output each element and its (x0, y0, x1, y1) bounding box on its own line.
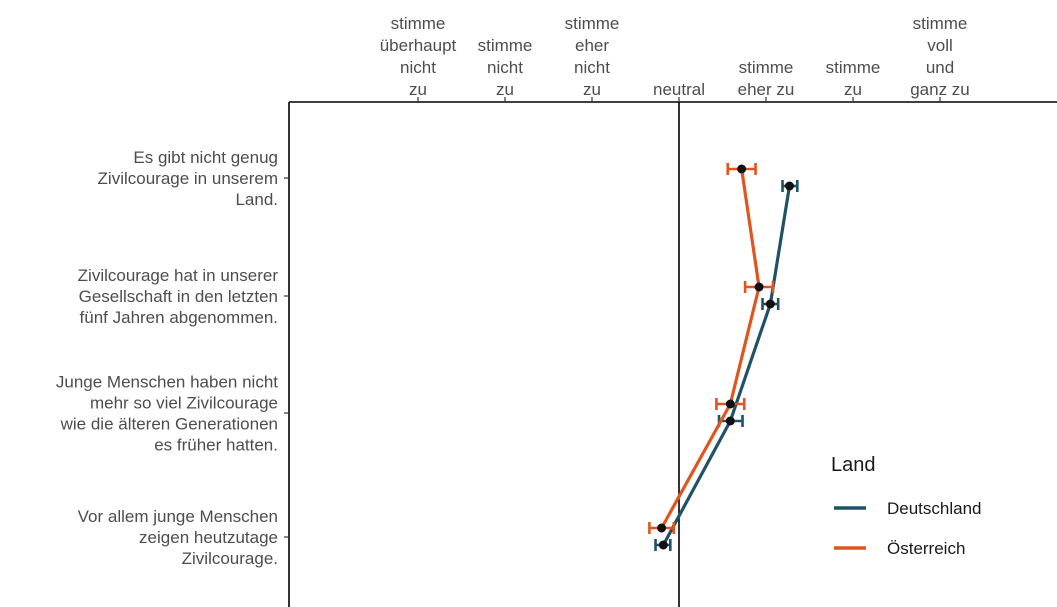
y-tick-label-line: Gesellschaft in den letzten (79, 287, 278, 306)
y-tick-label-line: Zivilcourage hat in unserer (78, 266, 279, 285)
x-tick-label-line: nicht (487, 58, 523, 77)
series-deutschland (654, 180, 799, 551)
data-point (725, 416, 735, 426)
x-tick-label-line: neutral (653, 80, 705, 99)
y-tick-label-line: zeigen heutzutage (139, 528, 278, 547)
y-tick-label-line: Vor allem junge Menschen (78, 507, 278, 526)
x-tick-label-line: stimme (739, 58, 794, 77)
x-tick-label-line: und (926, 58, 954, 77)
x-tick-label-line: eher zu (738, 80, 795, 99)
x-tick-label: stimme eher zu (738, 58, 795, 99)
series-layer (648, 163, 799, 551)
x-tick-label-line: stimme (391, 14, 446, 33)
y-tick-label: Junge Menschen haben nicht mehr so viel Z… (56, 373, 278, 455)
y-tick-label-line: wie die älteren Generationen (60, 415, 278, 434)
series-line (661, 185, 792, 546)
series-oesterreich (648, 163, 775, 534)
data-point (754, 282, 764, 292)
data-point (658, 540, 668, 550)
x-tick-label-line: stimme (478, 36, 533, 55)
axes (284, 97, 1057, 607)
y-tick-label-line: Land. (235, 190, 278, 209)
x-tick-label-line: überhaupt (380, 36, 457, 55)
series-line (660, 168, 761, 529)
x-tick-label-line: ganz zu (910, 80, 970, 99)
data-point (765, 299, 775, 309)
x-tick-label-line: nicht (574, 58, 610, 77)
x-tick-label-line: voll (927, 36, 953, 55)
y-tick-label-line: Zivilcourage in unserem (98, 169, 278, 188)
x-tick-label: neutral (653, 80, 705, 99)
x-tick-label: stimme überhaupt nicht zu (380, 14, 457, 99)
y-tick-label-line: mehr so viel Zivilcourage (90, 394, 278, 413)
x-tick-label: stimme zu (826, 58, 881, 99)
y-tick-label-line: Zivilcourage. (182, 549, 278, 568)
y-tick-label-line: Es gibt nicht genug (133, 148, 278, 167)
legend-label: Deutschland (887, 499, 982, 518)
data-point (725, 399, 735, 409)
x-tick-label-line: eher (575, 36, 609, 55)
y-tick-label-line: fünf Jahren abgenommen. (80, 308, 278, 327)
y-tick-label: Zivilcourage hat in unserer Gesellschaft … (78, 266, 279, 327)
legend-label: Österreich (887, 539, 965, 558)
y-tick-label-line: Junge Menschen haben nicht (56, 373, 278, 392)
data-point (657, 523, 667, 533)
x-tick-label-line: zu (844, 80, 862, 99)
data-point (784, 181, 794, 191)
x-tick-label: stimme eher nicht zu (565, 14, 620, 99)
legend-title: Land (831, 454, 876, 476)
y-tick-label-line: es früher hatten. (154, 436, 278, 455)
x-tick-label-line: stimme (826, 58, 881, 77)
x-tick-label-line: nicht (400, 58, 436, 77)
data-point (737, 164, 747, 174)
x-tick-label-line: stimme (565, 14, 620, 33)
x-tick-label-line: zu (583, 80, 601, 99)
legend-background (818, 435, 1018, 595)
x-tick-label: stimme nicht zu (478, 36, 533, 99)
x-tick-label-line: zu (496, 80, 514, 99)
y-axis-tick-labels: Es gibt nicht genug Zivilcourage in unser… (56, 148, 278, 568)
y-tick-label: Es gibt nicht genug Zivilcourage in unser… (98, 148, 278, 209)
y-tick-label: Vor allem junge Menschen zeigen heutzutag… (78, 507, 278, 568)
x-tick-label-line: zu (409, 80, 427, 99)
x-tick-label-line: stimme (913, 14, 968, 33)
x-tick-label: stimme voll und ganz zu (910, 14, 970, 99)
legend: Land Deutschland Österreich (818, 435, 1018, 595)
